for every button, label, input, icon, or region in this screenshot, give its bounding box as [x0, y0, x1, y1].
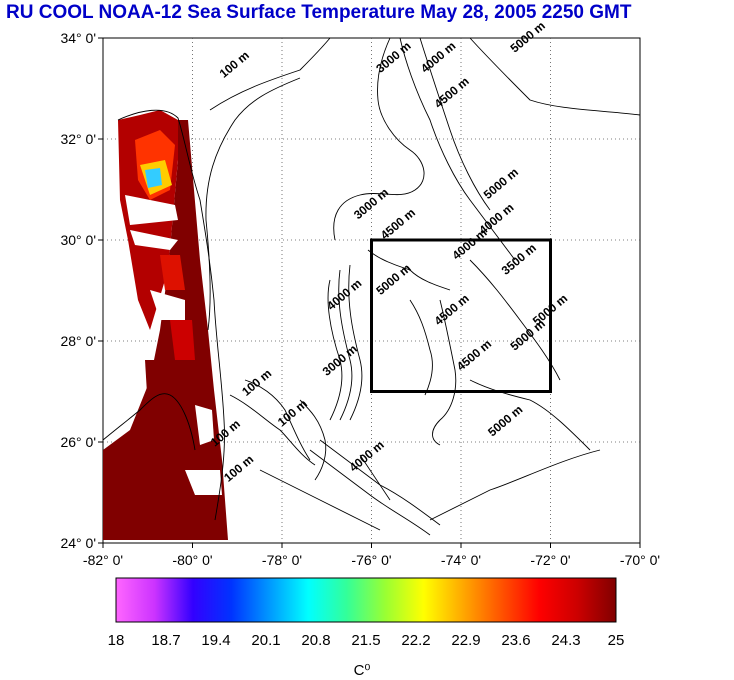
colorbar-unit: C⁰: [354, 662, 371, 679]
lon-tick-label: -76° 0': [351, 552, 391, 568]
lon-tick-label: -70° 0': [620, 552, 660, 568]
lat-tick-label: 30° 0': [60, 232, 96, 248]
map-title: RU COOL NOAA-12 Sea Surface Temperature …: [6, 2, 632, 23]
lat-tick-label: 26° 0': [60, 434, 96, 450]
lat-tick-label: 24° 0': [60, 535, 96, 551]
colorbar-tick-label: 21.5: [351, 632, 380, 649]
colorbar-tick-label: 19.4: [201, 632, 230, 649]
latitude-axis: 34° 0' 32° 0' 30° 0' 28° 0' 26° 0' 24° 0': [60, 30, 103, 551]
sst-swath: [103, 110, 228, 540]
lon-tick-label: -78° 0': [262, 552, 302, 568]
colorbar-tick-label: 22.2: [401, 632, 430, 649]
lon-tick-label: -72° 0': [530, 552, 570, 568]
colorbar-tick-label: 18.7: [151, 632, 180, 649]
lat-tick-label: 32° 0': [60, 131, 96, 147]
colorbar-tick-label: 25: [608, 632, 625, 649]
lon-tick-label: -82° 0': [83, 552, 123, 568]
colorbar-tick-label: 18: [108, 632, 125, 649]
lat-tick-label: 28° 0': [60, 333, 96, 349]
colorbar: [115, 577, 617, 623]
colorbar-tick-label: 24.3: [551, 632, 580, 649]
study-area-box: [370, 238, 552, 393]
colorbar-tick-label: 23.6: [501, 632, 530, 649]
longitude-axis: -82° 0' -80° 0' -78° 0' -76° 0' -74° 0' -72° …: [83, 543, 660, 568]
colorbar-tick-label: 20.8: [301, 632, 330, 649]
bathymetry-contours: [102, 37, 641, 536]
colorbar-ticks: 18 18.7 19.4 20.1 20.8 21.5 22.2 22.9 23.6 24.3 25: [108, 632, 625, 649]
colorbar-tick-label: 22.9: [451, 632, 480, 649]
lat-tick-label: 34° 0': [60, 30, 96, 46]
lon-tick-label: -74° 0': [441, 552, 481, 568]
colorbar-tick-label: 20.1: [251, 632, 280, 649]
lon-tick-label: -80° 0': [172, 552, 212, 568]
